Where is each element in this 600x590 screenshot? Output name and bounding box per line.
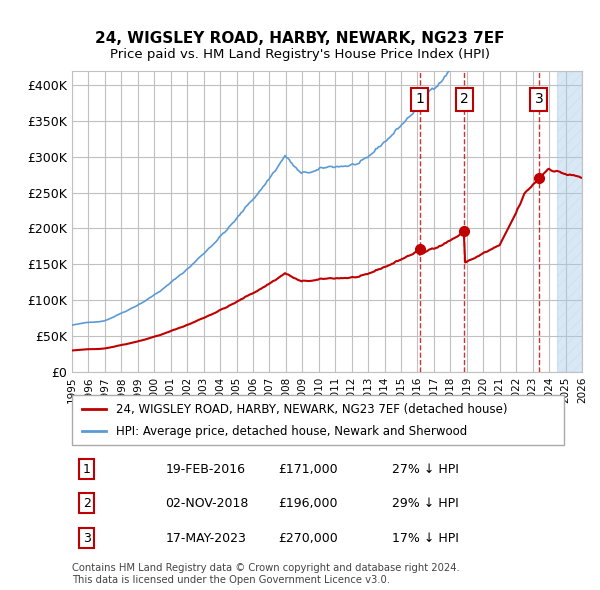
Text: £196,000: £196,000 bbox=[278, 497, 338, 510]
Text: HPI: Average price, detached house, Newark and Sherwood: HPI: Average price, detached house, Newa… bbox=[116, 425, 467, 438]
Text: 29% ↓ HPI: 29% ↓ HPI bbox=[392, 497, 458, 510]
Text: £171,000: £171,000 bbox=[278, 463, 338, 476]
Text: 27% ↓ HPI: 27% ↓ HPI bbox=[392, 463, 458, 476]
Text: Price paid vs. HM Land Registry's House Price Index (HPI): Price paid vs. HM Land Registry's House … bbox=[110, 48, 490, 61]
Text: 17-MAY-2023: 17-MAY-2023 bbox=[166, 532, 247, 545]
Text: £270,000: £270,000 bbox=[278, 532, 338, 545]
FancyBboxPatch shape bbox=[72, 395, 564, 445]
Text: 3: 3 bbox=[83, 532, 91, 545]
Text: 24, WIGSLEY ROAD, HARBY, NEWARK, NG23 7EF (detached house): 24, WIGSLEY ROAD, HARBY, NEWARK, NG23 7E… bbox=[116, 403, 508, 416]
Text: 02-NOV-2018: 02-NOV-2018 bbox=[166, 497, 249, 510]
Text: 3: 3 bbox=[535, 93, 543, 106]
Text: This data is licensed under the Open Government Licence v3.0.: This data is licensed under the Open Gov… bbox=[72, 575, 390, 585]
Text: 17% ↓ HPI: 17% ↓ HPI bbox=[392, 532, 458, 545]
Text: 1: 1 bbox=[83, 463, 91, 476]
Bar bbox=[557, 71, 582, 372]
Text: 2: 2 bbox=[83, 497, 91, 510]
Text: 24, WIGSLEY ROAD, HARBY, NEWARK, NG23 7EF: 24, WIGSLEY ROAD, HARBY, NEWARK, NG23 7E… bbox=[95, 31, 505, 46]
Text: 2: 2 bbox=[460, 93, 469, 106]
Text: 1: 1 bbox=[415, 93, 424, 106]
Text: 19-FEB-2016: 19-FEB-2016 bbox=[166, 463, 245, 476]
Text: Contains HM Land Registry data © Crown copyright and database right 2024.: Contains HM Land Registry data © Crown c… bbox=[72, 563, 460, 573]
